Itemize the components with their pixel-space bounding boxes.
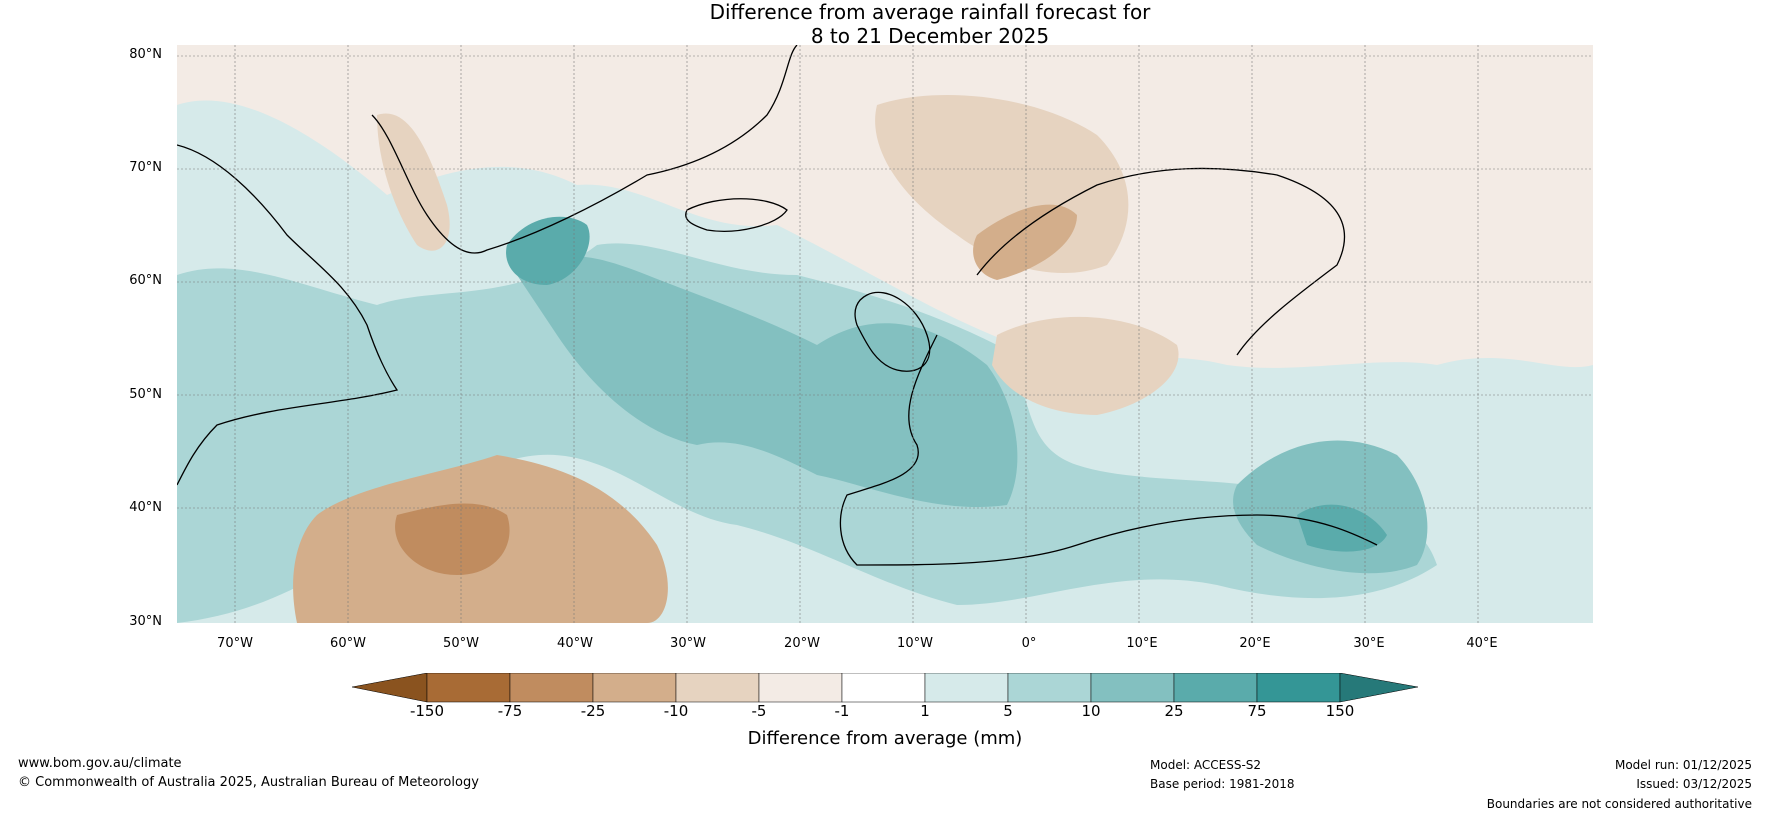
lon-label-20e: 20°E — [1239, 636, 1271, 651]
lon-label-10w: 10°W — [897, 636, 933, 651]
dry-region-central-europe — [992, 316, 1179, 415]
colorbar-extend-low — [352, 673, 428, 703]
colorbar-bin-8 — [1007, 673, 1092, 703]
coastline-north-america — [177, 144, 399, 486]
colorbar-tick-label: -25 — [580, 702, 606, 720]
coastline-british-isles — [854, 291, 931, 372]
dry-region-greenland-sw — [377, 113, 450, 251]
coastline-scandinavia — [976, 167, 1346, 356]
lon-label-70w: 70°W — [217, 636, 253, 651]
lon-label-60w: 60°W — [330, 636, 366, 651]
wet-region-greenland-se — [506, 216, 590, 285]
lon-label-40w: 40°W — [557, 636, 593, 651]
model-run-text: Model run: 01/12/2025 — [1614, 758, 1752, 772]
colorbar-bin-5 — [758, 673, 843, 703]
colorbar-tick-label: 75 — [1247, 702, 1267, 720]
colorbar-bin-1 — [426, 673, 511, 703]
colorbar-tick-label: 150 — [1325, 702, 1355, 720]
colorbar-extend-high — [1339, 673, 1418, 703]
colorbar-title: Difference from average (mm) — [747, 728, 1023, 749]
lat-label-60n: 60°N — [129, 273, 162, 288]
colorbar-bin-10 — [1173, 673, 1258, 703]
rainfall-map — [177, 45, 1593, 623]
dry-region-subtropical-core — [395, 503, 510, 575]
issued-text: Issued: 03/12/2025 — [1636, 777, 1752, 791]
lon-label-50w: 50°W — [443, 636, 479, 651]
lon-label-40e: 40°E — [1466, 636, 1498, 651]
colorbar-tick-label: 10 — [1081, 702, 1101, 720]
lat-label-80n: 80°N — [129, 47, 162, 62]
graticule — [177, 45, 1593, 623]
disclaimer-text: Boundaries are not considered authoritat… — [1486, 797, 1752, 811]
colorbar-bin-2 — [509, 673, 594, 703]
colorbar — [352, 673, 1418, 703]
colorbar-tick-label: -75 — [497, 702, 523, 720]
colorbar-tick-label: -1 — [834, 702, 850, 720]
website-link[interactable]: www.bom.gov.au/climate — [18, 756, 182, 771]
title-line-2: 8 to 21 December 2025 — [810, 24, 1050, 48]
copyright-text: © Commonwealth of Australia 2025, Austra… — [18, 775, 479, 790]
colorbar-bin-7 — [924, 673, 1009, 703]
dry-region-norway — [973, 204, 1077, 280]
lon-label-30e: 30°E — [1353, 636, 1385, 651]
colorbar-tick-label: -10 — [663, 702, 689, 720]
wet-region-aegean — [1297, 504, 1387, 552]
chart-title: Difference from average rainfall forecas… — [0, 0, 1770, 48]
wet-region-central — [517, 256, 1018, 508]
colorbar-bin-6 — [841, 673, 926, 703]
colorbar-tick-label: 1 — [920, 702, 930, 720]
lat-label-40n: 40°N — [129, 500, 162, 515]
lon-label-0: 0° — [1021, 636, 1037, 651]
lat-label-30n: 30°N — [129, 614, 162, 629]
lon-label-20w: 20°W — [784, 636, 820, 651]
colorbar-bin-9 — [1090, 673, 1175, 703]
base-period-text: Base period: 1981-2018 — [1150, 777, 1295, 791]
coastline-greenland — [371, 45, 798, 254]
lat-label-70n: 70°N — [129, 160, 162, 175]
colorbar-bin-4 — [675, 673, 760, 703]
coastline-western-europe — [839, 334, 1378, 566]
colorbar-bin-11 — [1256, 673, 1341, 703]
coastline-iceland — [685, 198, 788, 232]
colorbar-tick-label: -150 — [409, 702, 445, 720]
model-text: Model: ACCESS-S2 — [1150, 758, 1262, 772]
colorbar-bin-3 — [592, 673, 677, 703]
title-line-1: Difference from average rainfall forecas… — [709, 0, 1151, 24]
lon-label-30w: 30°W — [670, 636, 706, 651]
lon-label-10e: 10°E — [1126, 636, 1158, 651]
colorbar-tick-label: -5 — [751, 702, 767, 720]
colorbar-tick-label: 25 — [1164, 702, 1184, 720]
colorbar-tick-label: 5 — [1003, 702, 1013, 720]
lat-label-50n: 50°N — [129, 387, 162, 402]
